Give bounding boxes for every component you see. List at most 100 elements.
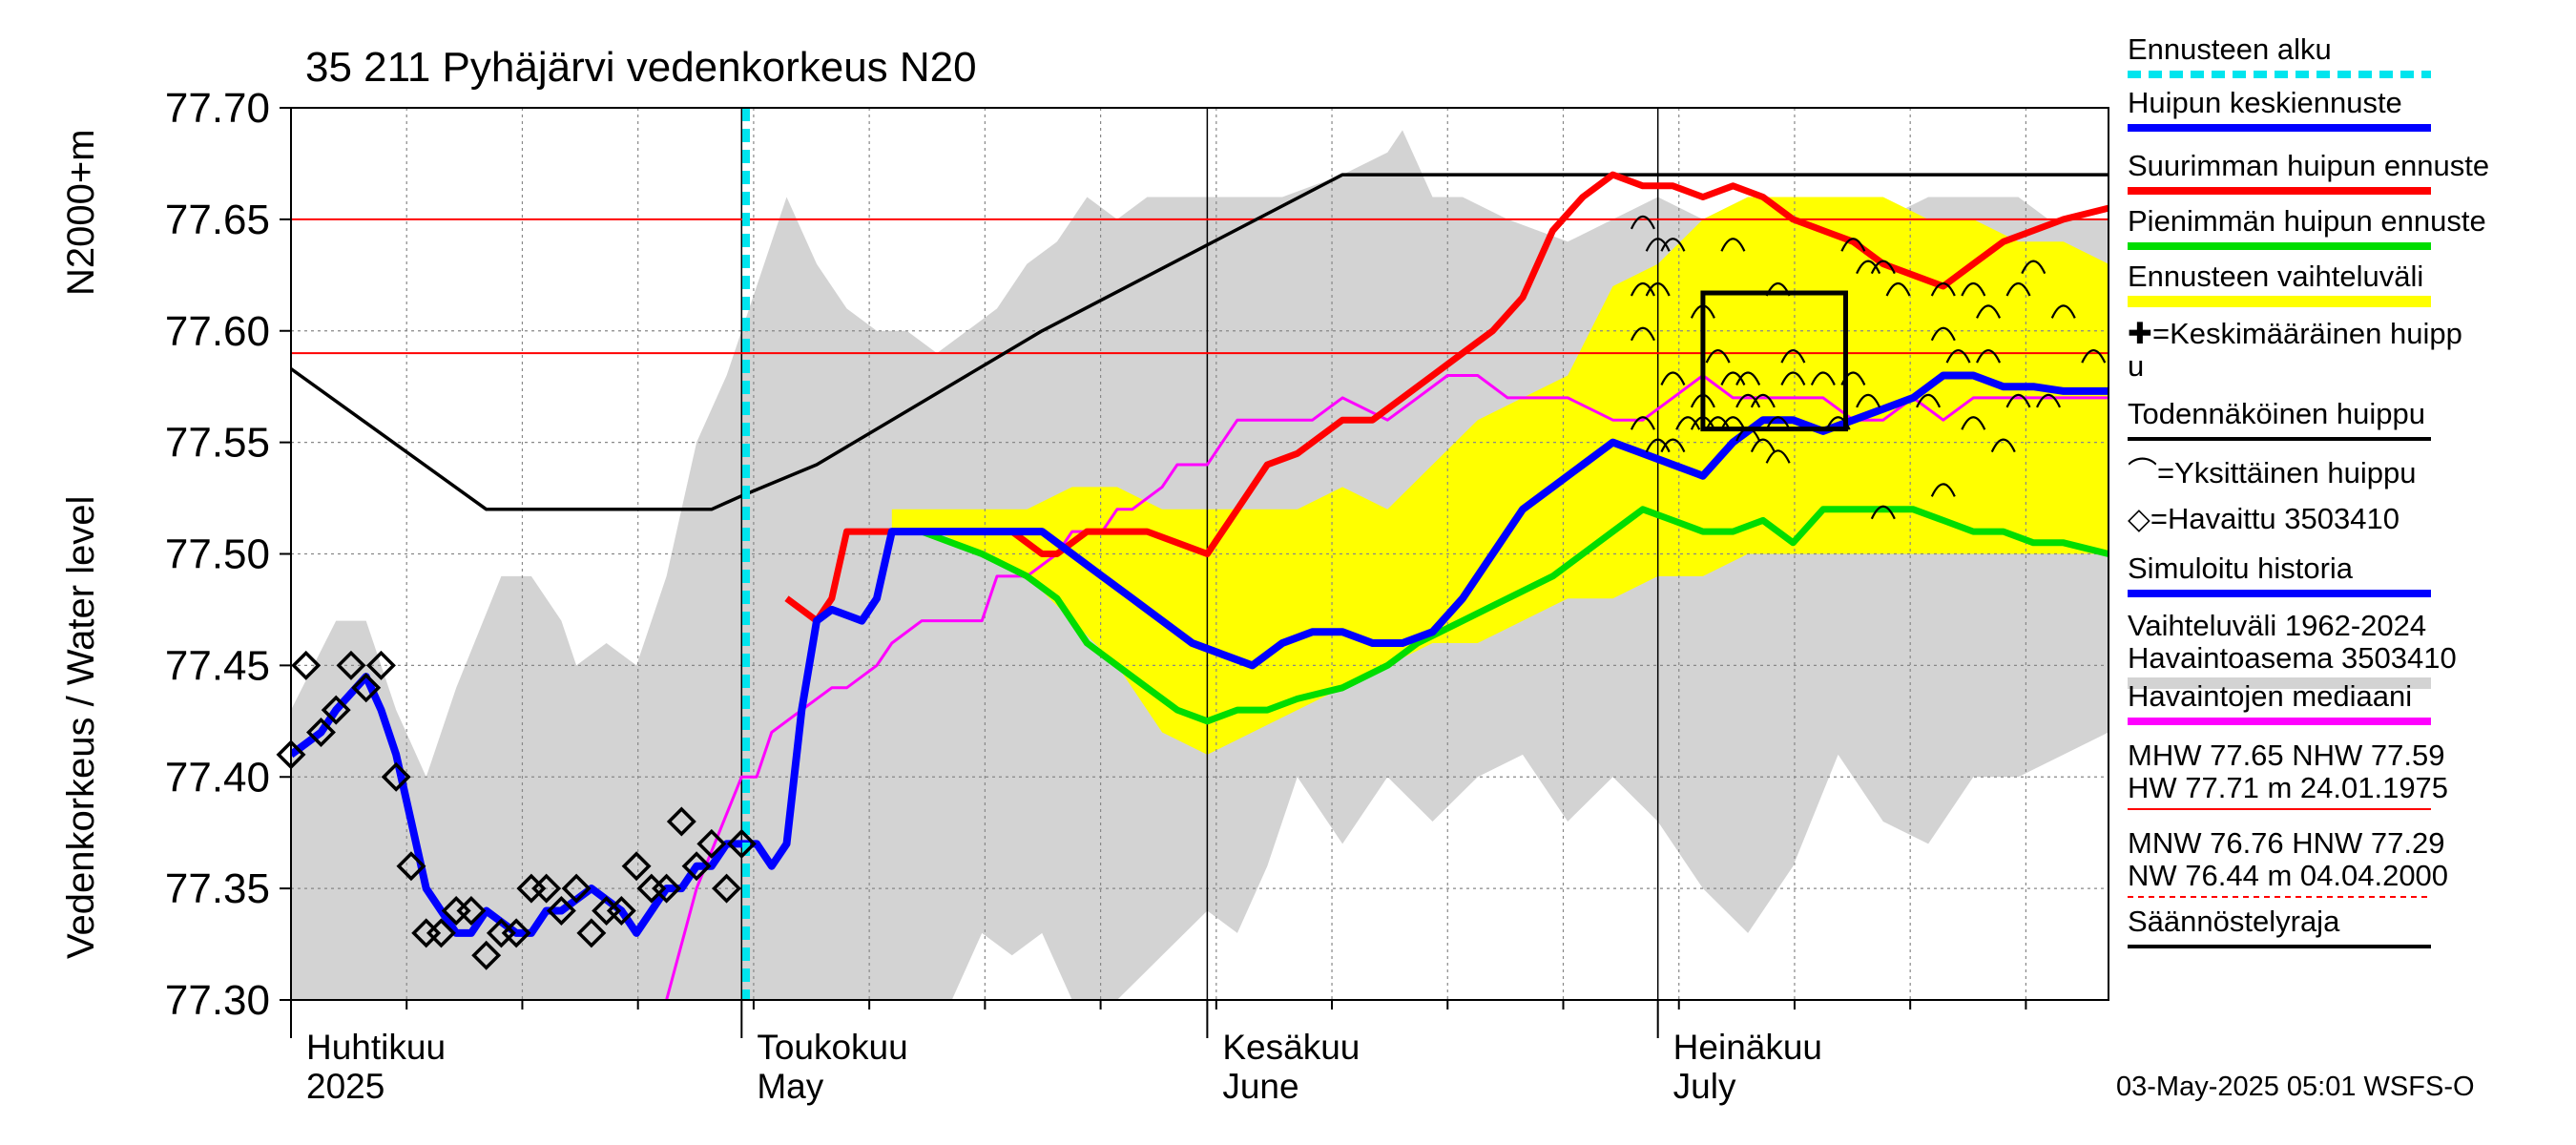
legend-label: Havaintojen mediaani xyxy=(2128,679,2412,713)
observed-marker xyxy=(501,918,531,948)
single-peak-marker xyxy=(2005,281,2031,297)
single-peak-marker xyxy=(1780,371,1806,385)
single-peak-marker xyxy=(1675,416,1701,430)
observed-marker xyxy=(681,851,712,882)
single-peak-marker xyxy=(1645,281,1671,297)
single-peak-marker xyxy=(1856,393,1881,408)
single-peak-marker xyxy=(1961,416,1986,430)
legend-label: Huipun keskiennuste xyxy=(2128,86,2402,119)
observed-marker xyxy=(396,851,426,882)
observed-marker xyxy=(291,650,322,680)
single-peak-marker xyxy=(1720,371,1746,385)
legend-label: ⌒=Yksittäinen huippu xyxy=(2128,456,2416,489)
single-peak-marker xyxy=(2050,304,2076,319)
observed-marker xyxy=(471,940,502,970)
single-peak-marker xyxy=(1750,438,1776,453)
forecast-range-band xyxy=(891,197,2109,755)
observed-marker xyxy=(652,873,682,904)
single-peak-marker xyxy=(1870,505,1896,520)
single-peak-marker xyxy=(1660,438,1686,453)
observed-marker xyxy=(726,828,757,859)
y-tick-label: 77.65 xyxy=(165,197,270,243)
y-axis-unit-label: N2000+m xyxy=(60,129,102,296)
single-peak-marker xyxy=(1870,260,1896,275)
single-peak-marker xyxy=(1990,438,2016,453)
single-peak-marker xyxy=(1930,281,1956,297)
observed-marker xyxy=(426,918,456,948)
single-peak-marker xyxy=(1735,371,1761,385)
single-peak-marker xyxy=(1856,260,1881,275)
legend-label: Todennäköinen huippu xyxy=(2128,397,2425,430)
observed-marker xyxy=(531,873,562,904)
single-peak-marker xyxy=(1645,238,1671,252)
legend-label-2: NW 76.44 m 04.04.2000 xyxy=(2128,859,2448,892)
footer-timestamp: 03-May-2025 05:01 WSFS-O xyxy=(2116,1072,2475,1102)
single-peak-marker xyxy=(1885,281,1911,297)
single-peak-marker xyxy=(1961,281,1986,297)
series-line xyxy=(920,506,2109,725)
legend-label: Vaihteluväli 1962-2024 xyxy=(2128,609,2426,642)
month-label-fi: Toukokuu xyxy=(757,1028,907,1067)
single-peak-marker xyxy=(1750,393,1776,408)
single-peak-marker xyxy=(1660,371,1686,385)
single-peak-marker xyxy=(1976,349,2002,364)
y-tick-label: 77.50 xyxy=(165,531,270,578)
legend-label: Säännöstelyraja xyxy=(2128,905,2340,938)
series-line xyxy=(291,173,2109,511)
observed-marker xyxy=(306,718,336,747)
y-tick-label: 77.60 xyxy=(165,308,270,355)
observed-marker xyxy=(351,673,382,703)
observed-marker xyxy=(606,896,636,926)
single-peak-marker xyxy=(1840,238,1866,252)
single-peak-marker xyxy=(2081,349,2107,364)
month-label-fi: Heinäkuu xyxy=(1673,1028,1822,1067)
single-peak-marker xyxy=(1780,349,1806,364)
single-peak-marker xyxy=(1645,438,1671,453)
legend-label-2: u xyxy=(2128,349,2144,383)
legend-label-2: Havaintoasema 3503410 xyxy=(2128,641,2457,675)
y-tick-label: 77.40 xyxy=(165,754,270,801)
legend-label: Simuloitu historia xyxy=(2128,552,2354,585)
single-peak-marker xyxy=(1976,304,2002,319)
observed-marker xyxy=(456,896,487,926)
legend-label: MNW 76.76 HNW 77.29 xyxy=(2128,826,2445,860)
month-label-en: July xyxy=(1673,1067,1736,1106)
single-peak-marker xyxy=(1930,326,1956,342)
single-peak-marker xyxy=(1916,393,1942,408)
month-label-en: 2025 xyxy=(306,1067,384,1106)
chart-title: 35 211 Pyhäjärvi vedenkorkeus N20 xyxy=(305,44,977,91)
month-label-en: May xyxy=(757,1067,823,1106)
series-line xyxy=(665,374,2109,1000)
single-peak-marker xyxy=(1630,281,1655,297)
y-tick-label: 77.55 xyxy=(165,420,270,467)
y-tick-label: 77.35 xyxy=(165,865,270,912)
y-tick-label: 77.30 xyxy=(165,977,270,1024)
single-peak-marker xyxy=(1630,416,1655,430)
observed-marker xyxy=(712,873,742,904)
legend-label: MHW 77.65 NHW 77.59 xyxy=(2128,739,2445,772)
single-peak-marker xyxy=(1630,215,1655,230)
single-peak-marker xyxy=(1705,416,1731,430)
observed-marker xyxy=(365,650,396,680)
legend-label: ✚=Keskimääräinen huipp xyxy=(2128,317,2462,350)
probable-peak-box xyxy=(1700,290,1848,432)
single-peak-marker xyxy=(2036,393,2062,408)
single-peak-marker xyxy=(1705,349,1731,364)
observed-marker xyxy=(336,650,366,680)
observed-marker xyxy=(696,828,727,859)
single-peak-marker xyxy=(1930,483,1956,497)
single-peak-marker xyxy=(1765,416,1791,430)
month-label-fi: Huhtikuu xyxy=(306,1028,446,1067)
single-peak-marker xyxy=(1735,393,1761,408)
y-tick-label: 77.45 xyxy=(165,642,270,689)
y-tick-label: 77.70 xyxy=(165,85,270,132)
month-label-en: June xyxy=(1222,1067,1298,1106)
observed-marker xyxy=(561,873,592,904)
single-peak-marker xyxy=(1765,449,1791,464)
legend-label: Ennusteen vaihteluväli xyxy=(2128,260,2423,293)
legend-label: Ennusteen alku xyxy=(2128,32,2332,66)
single-peak-marker xyxy=(1660,238,1686,252)
observed-marker xyxy=(666,806,696,837)
single-peak-marker xyxy=(1720,238,1746,252)
